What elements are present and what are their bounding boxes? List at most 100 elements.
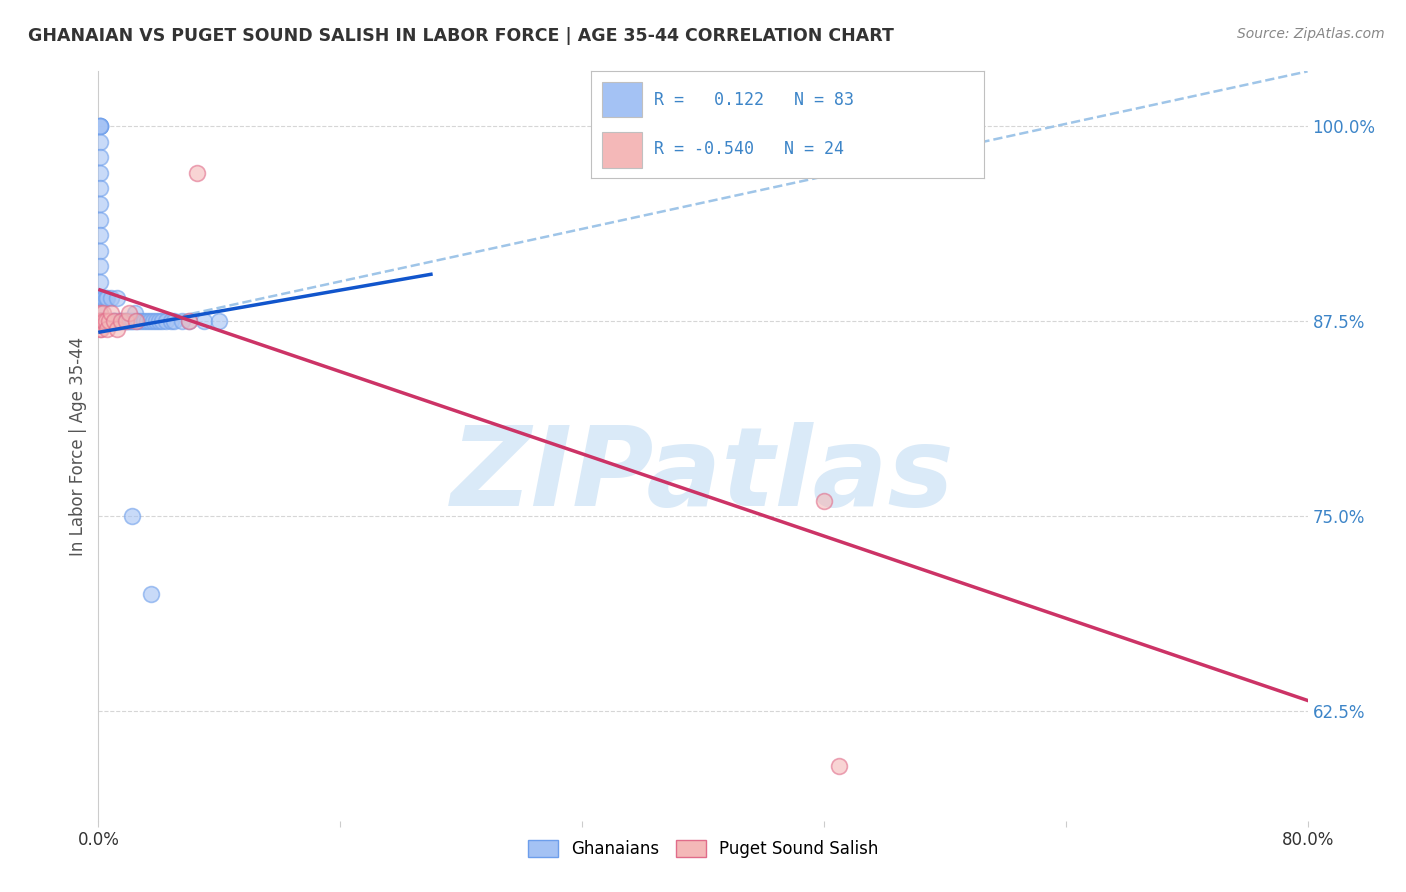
Point: [105, 291, 128, 305]
Point: [89, 314, 111, 328]
Point: [98, 314, 121, 328]
Point: [107, 314, 129, 328]
Point: [89, 314, 111, 328]
Point: [91, 314, 114, 328]
Point: [89, 150, 111, 164]
Point: [108, 314, 131, 328]
Point: [89, 314, 111, 328]
Point: [89, 166, 111, 180]
Point: [148, 314, 170, 328]
Point: [98, 314, 121, 328]
Point: [100, 314, 122, 328]
Point: [107, 314, 129, 328]
Legend: Ghanaians, Puget Sound Salish: Ghanaians, Puget Sound Salish: [520, 833, 886, 864]
Point: [100, 306, 122, 320]
Point: [828, 759, 851, 773]
Point: [135, 314, 157, 328]
Point: [89, 291, 111, 305]
Point: [89, 314, 111, 328]
Point: [122, 314, 145, 328]
Point: [94, 291, 117, 305]
Point: [186, 166, 208, 180]
Point: [100, 291, 122, 305]
Point: [127, 314, 149, 328]
Point: [101, 314, 124, 328]
Point: [89, 314, 111, 328]
Point: [150, 314, 173, 328]
Point: [129, 314, 152, 328]
Point: [89, 314, 111, 328]
Point: [96, 314, 118, 328]
Point: [103, 314, 125, 328]
Point: [89, 119, 111, 133]
Bar: [602, 132, 641, 168]
Point: [114, 314, 136, 328]
Point: [114, 314, 136, 328]
Bar: [602, 82, 641, 118]
Point: [89, 212, 111, 227]
Point: [103, 314, 125, 328]
Point: [89, 314, 111, 328]
Point: [89, 197, 111, 211]
Point: [132, 314, 155, 328]
Point: [813, 493, 835, 508]
Point: [94, 314, 117, 328]
Point: [89, 314, 111, 328]
Point: [90, 322, 112, 336]
Point: [115, 314, 138, 328]
Point: [121, 314, 143, 328]
Point: [103, 314, 125, 328]
Point: [124, 306, 146, 320]
Point: [125, 314, 148, 328]
Point: [89, 314, 111, 328]
Text: R = -0.540   N = 24: R = -0.540 N = 24: [654, 141, 844, 159]
Point: [145, 314, 167, 328]
Point: [125, 314, 148, 328]
Point: [89, 119, 111, 133]
Point: [93, 314, 115, 328]
Point: [91, 314, 114, 328]
Point: [89, 135, 111, 149]
Point: [89, 119, 111, 133]
Point: [179, 314, 201, 328]
Point: [160, 314, 183, 328]
Point: [89, 314, 111, 328]
Point: [193, 314, 215, 328]
Point: [89, 260, 111, 274]
Point: [110, 314, 132, 328]
Point: [104, 314, 127, 328]
Point: [96, 322, 118, 336]
Point: [96, 291, 118, 305]
Point: [105, 322, 128, 336]
Point: [89, 314, 111, 328]
Point: [89, 244, 111, 258]
Point: [142, 314, 165, 328]
Point: [89, 181, 111, 195]
Point: [112, 314, 135, 328]
Point: [93, 314, 115, 328]
Point: [98, 314, 121, 328]
Point: [179, 314, 201, 328]
Text: GHANAIAN VS PUGET SOUND SALISH IN LABOR FORCE | AGE 35-44 CORRELATION CHART: GHANAIAN VS PUGET SOUND SALISH IN LABOR …: [28, 27, 894, 45]
Point: [89, 314, 111, 328]
Point: [94, 314, 117, 328]
Point: [89, 314, 111, 328]
Point: [90, 314, 112, 328]
Point: [89, 228, 111, 243]
Point: [89, 314, 111, 328]
Point: [89, 306, 111, 320]
Point: [118, 306, 141, 320]
Point: [89, 275, 111, 289]
Point: [89, 322, 111, 336]
Point: [93, 291, 115, 305]
Point: [89, 306, 111, 320]
Point: [120, 314, 142, 328]
Point: [121, 509, 143, 524]
Point: [110, 314, 132, 328]
Text: ZIPatlas: ZIPatlas: [451, 423, 955, 530]
Point: [89, 314, 111, 328]
Point: [90, 314, 112, 328]
Point: [91, 314, 114, 328]
Point: [141, 587, 163, 601]
Point: [89, 314, 111, 328]
